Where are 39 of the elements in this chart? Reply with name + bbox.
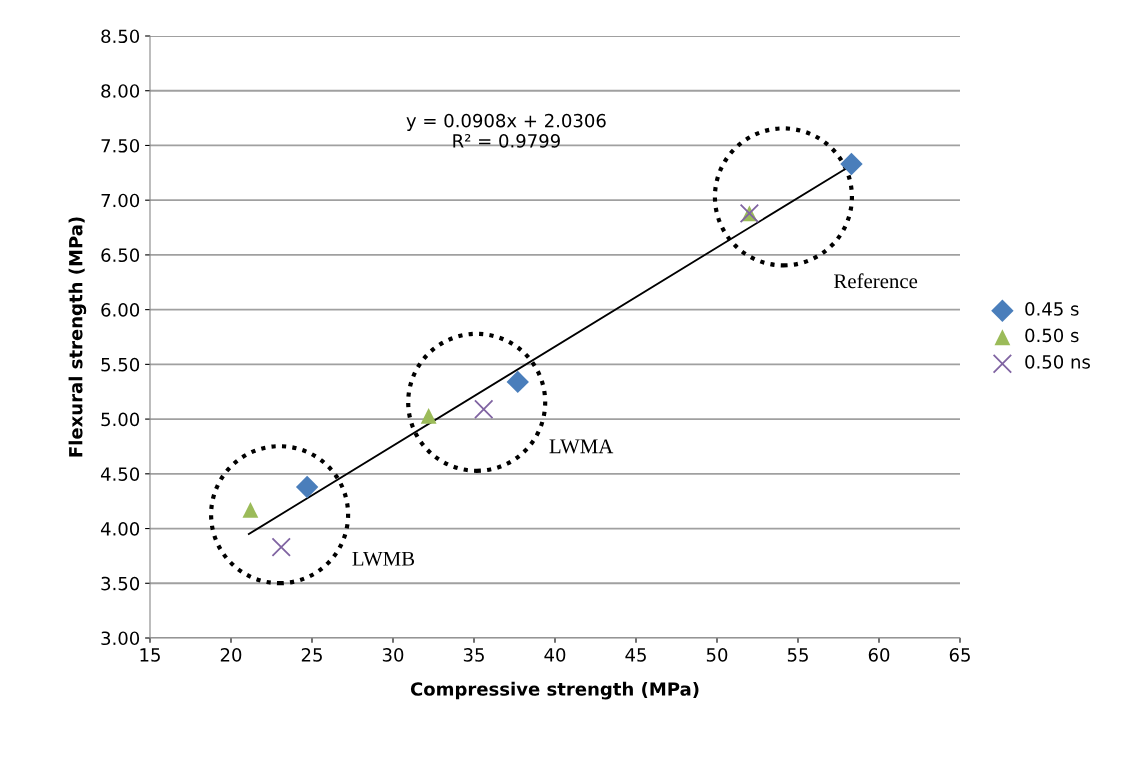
annotation: y = 0.0908x + 2.0306 R² = 0.9799 <box>406 113 606 148</box>
y-tick-label: 4.00 <box>100 522 140 536</box>
point <box>295 475 319 499</box>
x-tick-label: 40 <box>544 648 566 662</box>
y-tick-label: 5.50 <box>101 357 140 372</box>
point <box>271 537 291 557</box>
point <box>474 399 494 419</box>
y-axis-title: Flexural strength (MPa) <box>68 217 87 457</box>
x-tick-label: 30 <box>382 648 404 662</box>
x-axis-title: Compressive strength (MPa) <box>410 681 699 700</box>
x-tick-label: 25 <box>301 648 322 662</box>
legend-label: 0.50 ns <box>1025 355 1090 369</box>
legend-label: 0.50 s <box>1025 328 1079 343</box>
y-tick-label: 7.00 <box>101 193 140 208</box>
point <box>506 370 529 394</box>
x-tick-label: 55 <box>787 648 808 662</box>
y-tick-label: 6.50 <box>101 248 140 263</box>
x-tick-label: 35 <box>463 648 484 662</box>
x-tick-label: 20 <box>220 648 242 662</box>
y-tick-label: 7.50 <box>101 138 140 153</box>
y-tick-label: 6.00 <box>101 303 140 317</box>
annotation: Reference <box>834 273 918 289</box>
x-tick-label: 60 <box>868 648 890 662</box>
x-tick-label: 45 <box>625 648 646 662</box>
y-tick-label: 8.00 <box>101 84 140 98</box>
point <box>242 502 259 518</box>
annotation: LWMB <box>352 551 415 566</box>
point <box>840 152 863 176</box>
y-tick-label: 4.50 <box>100 467 140 481</box>
legend-label: 0.45 s <box>1025 302 1079 316</box>
x-tick-label: 15 <box>140 648 160 662</box>
y-tick-label: 3.00 <box>101 631 140 646</box>
annotation: LWMA <box>549 439 614 454</box>
y-tick-label: 5.00 <box>101 412 140 427</box>
x-tick-label: 65 <box>949 648 970 662</box>
point <box>420 407 437 424</box>
y-tick-label: 8.50 <box>101 29 140 44</box>
x-tick-label: 50 <box>706 648 728 662</box>
y-tick-label: 3.50 <box>101 576 140 591</box>
